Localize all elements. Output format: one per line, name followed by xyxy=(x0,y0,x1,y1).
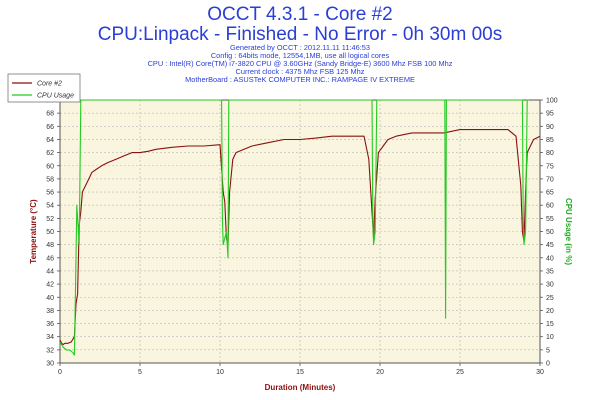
y-right-tick-label: 55 xyxy=(546,216,554,223)
legend-box xyxy=(7,73,81,103)
y-right-tick-label: 50 xyxy=(546,229,554,236)
y-left-tick-label: 62 xyxy=(46,150,54,157)
y-left-tick-label: 52 xyxy=(46,216,54,223)
y-left-tick-label: 42 xyxy=(46,282,54,289)
info-line-motherboard: MotherBoard : ASUSTeK COMPUTER INC.: RAM… xyxy=(185,75,415,84)
y-left-tick-label: 44 xyxy=(46,268,54,275)
y-right-tick-label: 10 xyxy=(546,334,554,341)
y-right-tick-label: 40 xyxy=(546,255,554,262)
y-right-tick-label: 60 xyxy=(546,203,554,210)
x-tick-label: 25 xyxy=(456,369,464,376)
info-line-generated: Generated by OCCT : 2012.11.11 11:46:53 xyxy=(230,43,370,52)
x-tick-label: 15 xyxy=(296,369,304,376)
y-right-tick-label: 25 xyxy=(546,295,554,302)
info-line-clock: Current clock : 4375 Mhz FSB 125 Mhz xyxy=(235,67,365,76)
y-left-tick-label: 54 xyxy=(46,203,54,210)
legend-label: Core #2 xyxy=(37,81,62,88)
y-right-tick-label: 15 xyxy=(546,321,554,328)
y-right-tick-label: 0 xyxy=(546,361,550,368)
series-line-cpu-usage xyxy=(59,99,529,356)
chart-subtitle: CPU:Linpack - Finished - No Error - 0h 3… xyxy=(97,24,503,45)
info-line-config: Config : 64bits mode, 12554,1MB, use all… xyxy=(210,51,390,60)
chart-title: OCCT 4.3.1 - Core #2 xyxy=(207,4,393,25)
y-left-tick-label: 60 xyxy=(46,163,54,170)
x-tick-label: 5 xyxy=(138,369,142,376)
series-line-core-2 xyxy=(59,129,541,346)
y-left-tick-label: 46 xyxy=(46,255,54,262)
x-axis-title: Duration (Minutes) xyxy=(265,383,336,392)
y-left-tick-label: 50 xyxy=(46,229,54,236)
y-right-tick-label: 30 xyxy=(546,282,554,289)
y-right-tick-label: 65 xyxy=(546,190,554,197)
legend: Core #2 CPU Usage xyxy=(7,73,81,103)
y-left-tick-label: 48 xyxy=(46,242,54,249)
y-left-tick-label: 32 xyxy=(46,347,54,354)
y-right-tick-label: 85 xyxy=(546,137,554,144)
y-right-tick-label: 75 xyxy=(546,163,554,170)
y-left-tick-label: 66 xyxy=(46,124,54,131)
y-left-tick-label: 64 xyxy=(46,137,54,144)
y-left-tick-label: 68 xyxy=(46,111,54,118)
y-axis-title-left: Temperature (°C) xyxy=(29,199,38,264)
y-right-tick-label: 45 xyxy=(546,242,554,249)
info-line-cpu: CPU : Intel(R) Core(TM) i7-3820 CPU @ 3.… xyxy=(147,59,453,68)
y-right-tick-label: 20 xyxy=(546,308,554,315)
y-left-tick-label: 34 xyxy=(46,334,54,341)
y-left-tick-label: 36 xyxy=(46,321,54,328)
x-tick-label: 10 xyxy=(216,369,224,376)
y-axis-title-right: CPU Usage (in %) xyxy=(564,198,573,265)
x-tick-label: 30 xyxy=(536,369,544,376)
x-tick-label: 0 xyxy=(58,369,62,376)
x-tick-label: 20 xyxy=(376,369,384,376)
y-left-tick-label: 40 xyxy=(46,295,54,302)
y-left-tick-label: 58 xyxy=(46,176,54,183)
y-right-tick-label: 100 xyxy=(546,98,558,105)
y-left-tick-label: 38 xyxy=(46,308,54,315)
y-left-tick-label: 30 xyxy=(46,361,54,368)
y-right-tick-label: 80 xyxy=(546,150,554,157)
y-right-tick-label: 35 xyxy=(546,268,554,275)
y-right-tick-label: 70 xyxy=(546,176,554,183)
y-right-tick-label: 90 xyxy=(546,124,554,131)
y-right-tick-label: 95 xyxy=(546,111,554,118)
legend-label: CPU Usage xyxy=(37,93,74,100)
y-left-tick-label: 56 xyxy=(46,190,54,197)
y-right-tick-label: 5 xyxy=(546,347,550,354)
